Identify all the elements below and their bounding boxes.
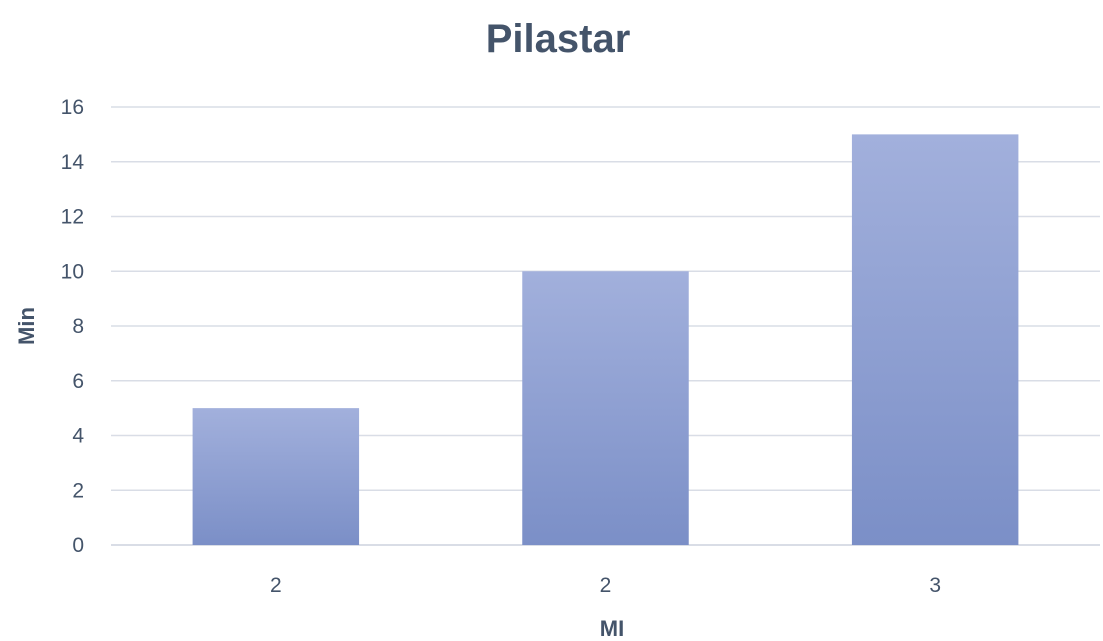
y-tick-label: 4 (72, 425, 84, 448)
y-tick-label: 6 (72, 370, 84, 393)
y-tick-label: 16 (61, 96, 84, 119)
bar (522, 271, 689, 545)
bars (192, 134, 1019, 545)
y-tick-label: 8 (72, 315, 84, 338)
y-tick-label: 0 (72, 534, 84, 557)
x-tick-label: 2 (600, 574, 612, 597)
bar (192, 408, 360, 545)
bar (851, 134, 1019, 545)
y-tick-label: 12 (61, 206, 84, 229)
x-axis-ticks: 2 2 3 (270, 574, 941, 597)
y-tick-label: 10 (61, 260, 84, 283)
x-tick-label: 3 (929, 574, 941, 597)
chart-title: Pilastar (486, 17, 631, 61)
y-tick-label: 2 (72, 479, 84, 502)
y-axis-ticks: 0 2 4 6 8 10 12 14 16 (61, 96, 85, 557)
x-axis-title: MI (600, 616, 624, 641)
y-axis-title: Min (14, 307, 39, 345)
y-tick-label: 14 (61, 151, 85, 174)
x-tick-label: 2 (270, 574, 282, 597)
